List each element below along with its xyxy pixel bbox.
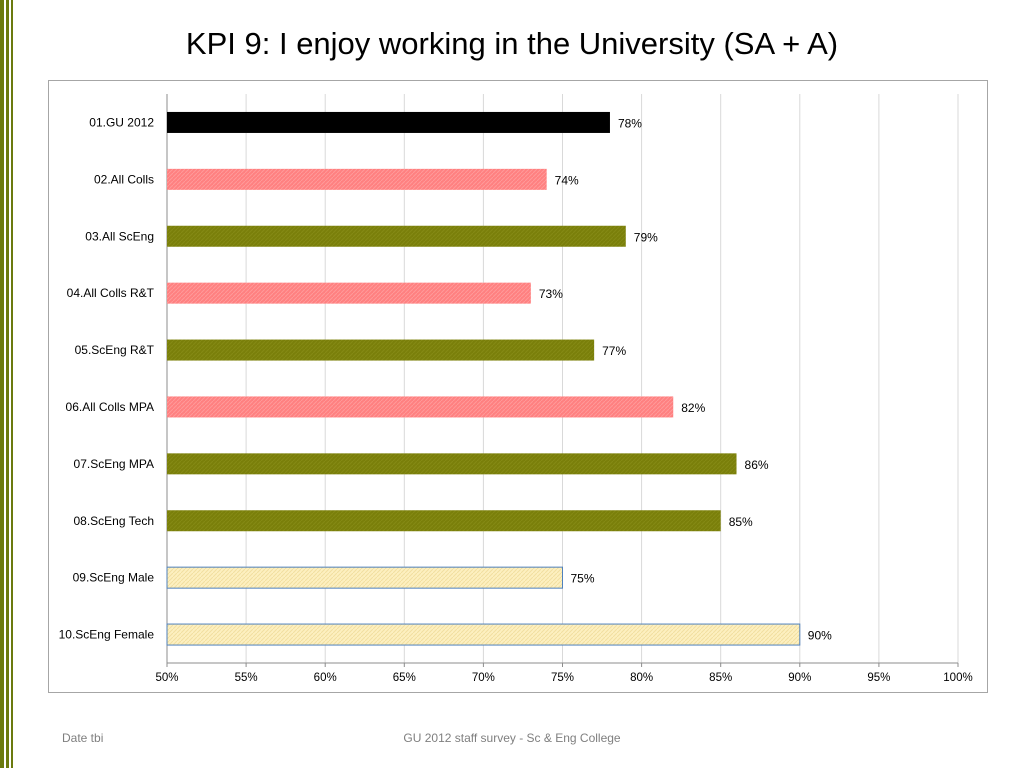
- accent-stripe: [6, 0, 9, 768]
- bar: [166, 623, 801, 646]
- bar: [167, 339, 595, 361]
- bar: [167, 453, 737, 475]
- bar: [167, 510, 721, 532]
- x-tick-label: 85%: [709, 672, 732, 684]
- x-tick-label: 60%: [314, 672, 337, 684]
- data-label: 77%: [602, 344, 626, 358]
- category-label: 03.All ScEng: [85, 229, 154, 243]
- bar-chart: 50% 55% 60% 65% 70% 75% 80% 85% 90% 95% 100% 01.GU …: [59, 94, 973, 684]
- category-label: 05.ScEng R&T: [75, 343, 155, 357]
- x-tick-label: 80%: [630, 672, 653, 684]
- category-label: 02.All Colls: [94, 172, 154, 186]
- x-tick-label: 95%: [867, 672, 890, 684]
- accent-stripe: [0, 0, 4, 768]
- slide-title: KPI 9: I enjoy working in the University…: [185, 26, 839, 61]
- footer-survey-label: GU 2012 staff survey - Sc & Eng College: [403, 731, 621, 745]
- left-accent-band: [0, 0, 14, 768]
- chart-frame: 50% 55% 60% 65% 70% 75% 80% 85% 90% 95% 100% 01.GU …: [48, 80, 988, 693]
- bar: [167, 111, 610, 133]
- data-label: 75%: [571, 572, 595, 586]
- data-label: 82%: [681, 401, 705, 415]
- x-tick-label: 75%: [551, 672, 574, 684]
- x-tick-label: 65%: [393, 672, 416, 684]
- data-label: 74%: [555, 173, 579, 187]
- data-label: 79%: [634, 230, 658, 244]
- bar: [167, 225, 626, 247]
- category-label: 08.ScEng Tech: [73, 514, 154, 528]
- data-label: 90%: [808, 629, 832, 643]
- bar: [167, 282, 531, 304]
- category-label: 10.ScEng Female: [59, 628, 155, 642]
- bar: [166, 566, 563, 589]
- category-label: 07.ScEng MPA: [74, 457, 154, 471]
- data-label: 78%: [618, 116, 642, 130]
- category-label: 01.GU 2012: [89, 115, 154, 129]
- bar: [167, 396, 674, 418]
- data-label: 73%: [539, 287, 563, 301]
- x-tick-label: 70%: [472, 672, 495, 684]
- x-tick-label: 55%: [235, 672, 258, 684]
- x-tick-label: 50%: [155, 672, 178, 684]
- category-label: 09.ScEng Male: [73, 571, 155, 585]
- data-label: 86%: [745, 458, 769, 472]
- x-tick-label: 90%: [788, 672, 811, 684]
- footer-date: Date tbi: [62, 731, 104, 745]
- bar: [167, 168, 547, 190]
- data-label: 85%: [729, 515, 753, 529]
- x-tick-label: 100%: [943, 672, 972, 684]
- category-label: 06.All Colls MPA: [66, 400, 154, 414]
- category-label: 04.All Colls R&T: [67, 286, 155, 300]
- accent-stripe: [11, 0, 13, 768]
